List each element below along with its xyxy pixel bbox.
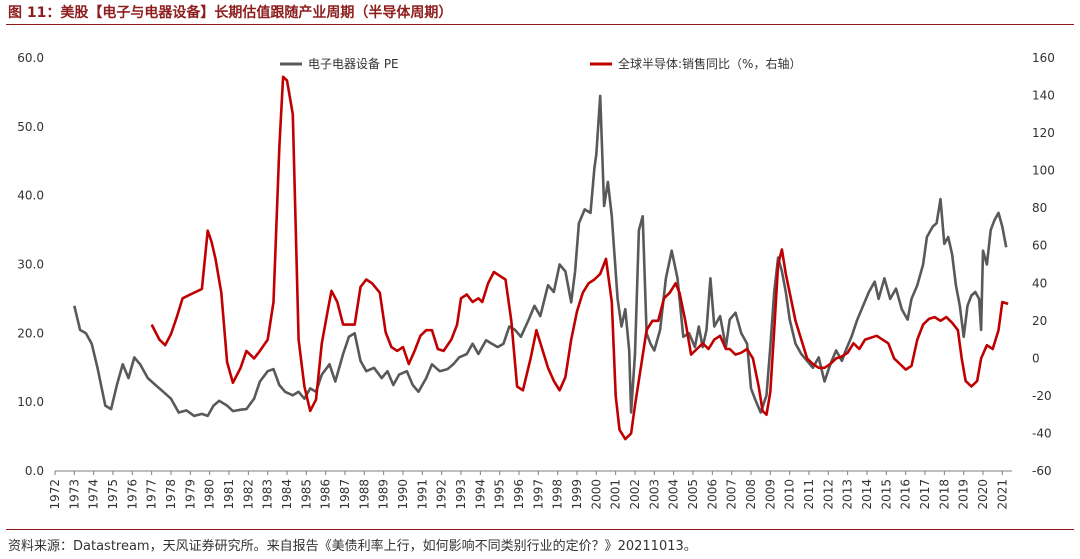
y-left-tick-label: 30.0 [17,258,44,272]
x-tick-label: 2000 [589,479,603,510]
x-tick-label: 1987 [338,479,352,510]
x-tick-label: 2002 [628,479,642,510]
x-tick-label: 2014 [860,479,874,510]
series-lines [73,75,1009,441]
y-left-tick-label: 40.0 [17,189,44,203]
x-tick-label: 2007 [725,479,739,510]
x-tick-label: 2003 [647,479,661,510]
series-line-pe [73,94,1008,418]
x-tick-label: 1980 [203,479,217,510]
x-tick-label: 2017 [918,479,932,510]
x-tick-label: 2018 [937,479,951,510]
x-tick-label: 1988 [357,479,371,510]
y-right-tick-label: 60 [1032,239,1047,253]
legend: 电子电器设备 PE 全球半导体:销售同比（%，右轴） [280,56,801,71]
source-note: 资料来源：Datastream，天风证券研究所。来自报告《美债利率上行，如何影响… [8,539,697,554]
x-tick-label: 2013 [841,479,855,510]
x-tick-label: 1991 [415,479,429,510]
y-right-tick-label: -60 [1032,464,1052,478]
x-tick-label: 2004 [667,479,681,510]
y-right-tick-label: 160 [1032,51,1055,65]
y-right-tick-label: -20 [1032,389,1052,403]
x-tick-label: 1977 [145,479,159,510]
x-tick-label: 2020 [976,479,990,510]
x-tick-label: 1994 [473,479,487,510]
x-tick-label: 1990 [396,479,410,510]
y-right-tick-label: 80 [1032,201,1047,215]
y-left-tick-label: 10.0 [17,395,44,409]
x-tick-label: 1978 [164,479,178,510]
chart-title: 图 11：美股【电子与电器设备】长期估值跟随产业周期（半导体周期） [8,5,453,21]
axes: 1972 1973 1974 1975 1976 1977 1978 1979 1980 1981… [17,51,1055,510]
y-left-tick-label: 50.0 [17,120,44,134]
x-tick-label: 1982 [241,479,255,510]
legend-label-semi: 全球半导体:销售同比（%，右轴） [618,56,801,71]
x-tick-label: 1979 [183,479,197,510]
y-right-tick-label: 100 [1032,164,1055,178]
x-tick-label: 1973 [67,479,81,510]
x-tick-label: 2001 [609,479,623,510]
x-tick-label: 1995 [493,479,507,510]
x-tick-label: 1974 [87,479,101,510]
x-tick-label: 2019 [957,479,971,510]
x-tick-label: 2008 [744,479,758,510]
series-line-semi [150,75,1009,441]
x-tick-label: 1999 [570,479,584,510]
x-tick-label: 1989 [377,479,391,510]
y-left-tick-label: 60.0 [17,51,44,65]
x-tick-label: 2011 [802,479,816,510]
source-rule [6,529,1074,530]
legend-label-pe: 电子电器设备 PE [308,57,399,71]
y-left-tick-label: 20.0 [17,326,44,340]
x-tick-label: 1998 [551,479,565,510]
x-tick-label: 1985 [299,479,313,510]
y-right-tick-label: 0 [1032,351,1040,365]
x-tick-label: 1983 [261,479,275,510]
x-tick-label: 2005 [686,479,700,510]
x-tick-label: 2006 [705,479,719,510]
x-tick-label: 1976 [125,479,139,510]
x-tick-label: 1992 [435,479,449,510]
x-tick-label: 2015 [879,479,893,510]
x-tick-label: 1986 [319,479,333,510]
x-tick-label: 1975 [106,479,120,510]
y-right-tick-label: -40 [1032,426,1052,440]
x-tick-label: 1997 [531,479,545,510]
x-tick-label: 2012 [821,479,835,510]
x-tick-label: 1981 [222,479,236,510]
x-tick-label: 2016 [899,479,913,510]
x-tick-label: 2010 [783,479,797,510]
x-tick-label: 1996 [512,479,526,510]
y-right-tick-label: 120 [1032,126,1055,140]
x-tick-label: 1972 [48,479,62,510]
y-left-tick-label: 0.0 [25,464,44,478]
x-tick-label: 1993 [454,479,468,510]
title-rule [6,24,1074,25]
y-right-tick-label: 40 [1032,276,1047,290]
x-tick-label: 2021 [995,479,1009,510]
chart: 1972 1973 1974 1975 1976 1977 1978 1979 1980 1981… [17,51,1055,510]
y-right-tick-label: 140 [1032,89,1055,103]
y-right-tick-label: 20 [1032,314,1047,328]
x-tick-label: 2009 [763,479,777,510]
x-tick-label: 1984 [280,479,294,510]
